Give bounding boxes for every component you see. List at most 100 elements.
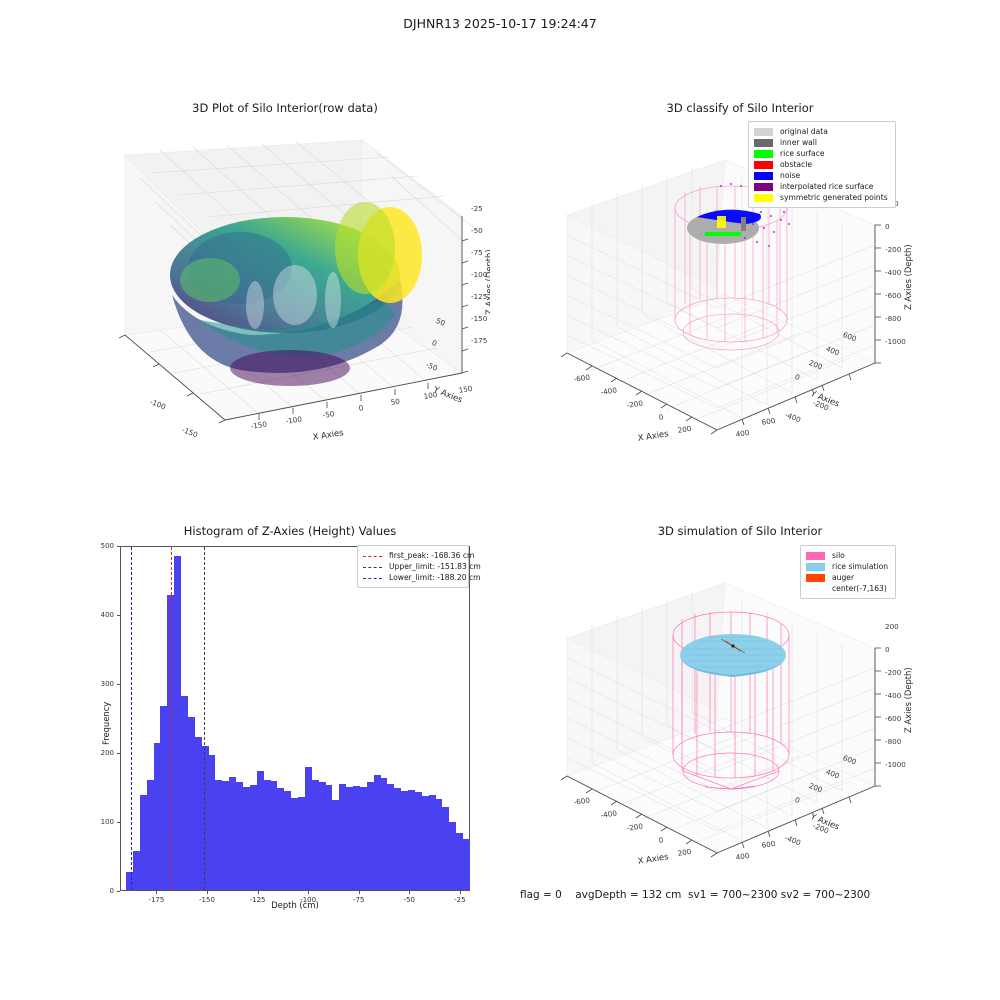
- histogram-xtick-label: -175: [148, 896, 165, 904]
- legend-row[interactable]: inner wall: [754, 137, 889, 148]
- histogram-bar: [256, 771, 264, 890]
- raw3d-xtick-3: 0: [358, 403, 364, 413]
- histogram-ytick-label: 400: [100, 611, 114, 619]
- histogram-xtick-mark: [358, 891, 360, 894]
- sim3d-plot[interactable]: -600 -400 -200 0 200 400 600 X Axies -40…: [545, 543, 965, 898]
- legend-label-first-peak: first_peak: -168.36 cm: [389, 550, 475, 560]
- histogram-xtick-mark: [459, 891, 461, 894]
- classify3d-ztick-4: -600: [885, 291, 902, 300]
- sim3d-ztick-6: -1000: [885, 760, 906, 769]
- classify3d-ztick-1: 0: [885, 222, 890, 231]
- footer-status-text: flag = 0 avgDepth = 132 cm sv1 = 700~230…: [520, 889, 871, 901]
- histogram-bar: [421, 796, 429, 890]
- histogram-bar: [263, 779, 271, 890]
- histogram-xlabel: Depth (cm): [271, 900, 319, 910]
- histogram-xtick-mark: [156, 891, 158, 894]
- histogram-ytick-label: 300: [100, 680, 114, 688]
- legend-row[interactable]: symmetric generated points: [754, 192, 889, 203]
- legend-swatch-symmetric-generated-points: [754, 193, 773, 202]
- legend-swatch-inner-wall: [754, 138, 773, 147]
- legend-swatch-auger: [806, 573, 825, 582]
- histogram-bar: [346, 786, 354, 890]
- legend-label-original-data: original data: [780, 126, 828, 136]
- histogram-title: Histogram of Z-Axies (Height) Values: [183, 524, 397, 538]
- histogram-bar: [249, 785, 257, 890]
- histogram-bar: [208, 755, 216, 890]
- histogram-bar: [387, 784, 395, 890]
- legend-label-interpolated-rice-surface: interpolated rice surface: [780, 181, 874, 191]
- legend-line-upper-limit: [363, 566, 382, 568]
- histogram-ytick-mark: [117, 753, 120, 754]
- legend-row[interactable]: silo: [806, 550, 889, 561]
- histogram-bar: [449, 822, 457, 890]
- legend-row[interactable]: rice simulation: [806, 561, 889, 572]
- raw3d-ztick-1: -50: [471, 226, 483, 235]
- histogram-bar: [332, 800, 340, 890]
- legend-swatch-rice-simulation: [806, 562, 825, 571]
- legend-row[interactable]: Upper_limit: -151.83 cm: [363, 561, 481, 572]
- legend-row[interactable]: first_peak: -168.36 cm: [363, 550, 474, 561]
- histogram-bar: [270, 780, 278, 890]
- raw3d-ztick-6: -175: [471, 336, 488, 345]
- legend-row[interactable]: obstacle: [754, 159, 889, 170]
- histogram-ytick-label: 200: [100, 749, 114, 757]
- histogram-bar: [373, 775, 381, 890]
- histogram-bar: [181, 696, 188, 890]
- legend-row[interactable]: rice surface: [754, 148, 889, 159]
- legend-row[interactable]: center(-7,163): [806, 583, 889, 594]
- histogram-bar: [428, 795, 436, 890]
- raw3d-pointcloud: [170, 202, 422, 386]
- histogram-plot[interactable]: [120, 546, 470, 891]
- histogram-ytick-label: 0: [109, 887, 114, 895]
- sim3d-ticks: [560, 647, 881, 858]
- sim3d-xtick-3: 0: [658, 835, 664, 845]
- histogram-bar: [401, 790, 409, 890]
- raw3d-plot[interactable]: -150 -100 -50 0 50 100 150 X Axies -150 …: [90, 120, 490, 470]
- histogram-bar: [277, 787, 285, 890]
- raw3d-ztick-3: -100: [471, 270, 488, 279]
- raw3d-title: 3D Plot of Silo Interior(row data): [192, 101, 378, 115]
- legend-row[interactable]: interpolated rice surface: [754, 181, 889, 192]
- histogram-xtick-label: -50: [403, 896, 416, 904]
- histogram-bar: [318, 782, 326, 890]
- legend-swatch-obstacle: [754, 160, 773, 169]
- histogram-xtick-mark: [308, 891, 310, 894]
- sim3d-ztick-3: -400: [885, 691, 902, 700]
- histogram-xtick-label: -25: [454, 896, 466, 904]
- classify3d-ztick-3: -400: [885, 268, 902, 277]
- histogram-threshold-Lower_limit: [130, 547, 132, 890]
- histogram-bar: [366, 782, 374, 890]
- sim3d-title: 3D simulation of Silo Interior: [657, 524, 823, 538]
- legend-label-inner-wall: inner wall: [780, 137, 818, 147]
- classify3d-ztick-6: -1000: [885, 337, 906, 346]
- classify3d-grid: [566, 168, 876, 422]
- raw3d-zlabel: Z Axies (Depth): [484, 249, 490, 315]
- histogram-xtick-label: -75: [353, 896, 365, 904]
- raw3d-ticks: [118, 238, 469, 424]
- legend-row[interactable]: original data: [754, 126, 889, 137]
- histogram-ytick-mark: [117, 822, 120, 823]
- raw3d-ztick-0: -25: [471, 204, 483, 213]
- histogram-ylabel: Frequency: [101, 701, 111, 745]
- legend-label-center: center(-7,163): [832, 583, 887, 593]
- histogram-bar: [160, 705, 168, 890]
- sim3d-rice-surface: [680, 634, 786, 677]
- legend-label-noise: noise: [780, 170, 801, 180]
- legend-label-lower-limit: Lower_limit: -188.20 cm: [389, 572, 481, 582]
- classify3d-legend[interactable]: original data inner wall rice surface ob…: [748, 121, 896, 208]
- legend-label-upper-limit: Upper_limit: -151.83 cm: [389, 561, 481, 571]
- sim3d-zlabel: Z Axies (Depth): [903, 667, 913, 733]
- sim3d-legend[interactable]: silo rice simulation auger center(-7,163…: [800, 545, 896, 599]
- legend-row[interactable]: auger: [806, 572, 889, 583]
- histogram-xtick-label: -100: [300, 896, 317, 904]
- legend-swatch-center: [806, 585, 825, 593]
- legend-row[interactable]: Lower_limit: -188.20 cm: [363, 572, 481, 583]
- histogram-xtick-mark: [206, 891, 208, 894]
- raw3d-xtick-2: -50: [322, 409, 336, 420]
- histogram-bar: [139, 794, 147, 890]
- histogram-legend[interactable]: first_peak: -168.36 cm Upper_limit: -151…: [357, 545, 481, 588]
- sim3d-ztick-1: 0: [885, 645, 890, 654]
- histogram-xtick-mark: [409, 891, 411, 894]
- legend-row[interactable]: noise: [754, 170, 889, 181]
